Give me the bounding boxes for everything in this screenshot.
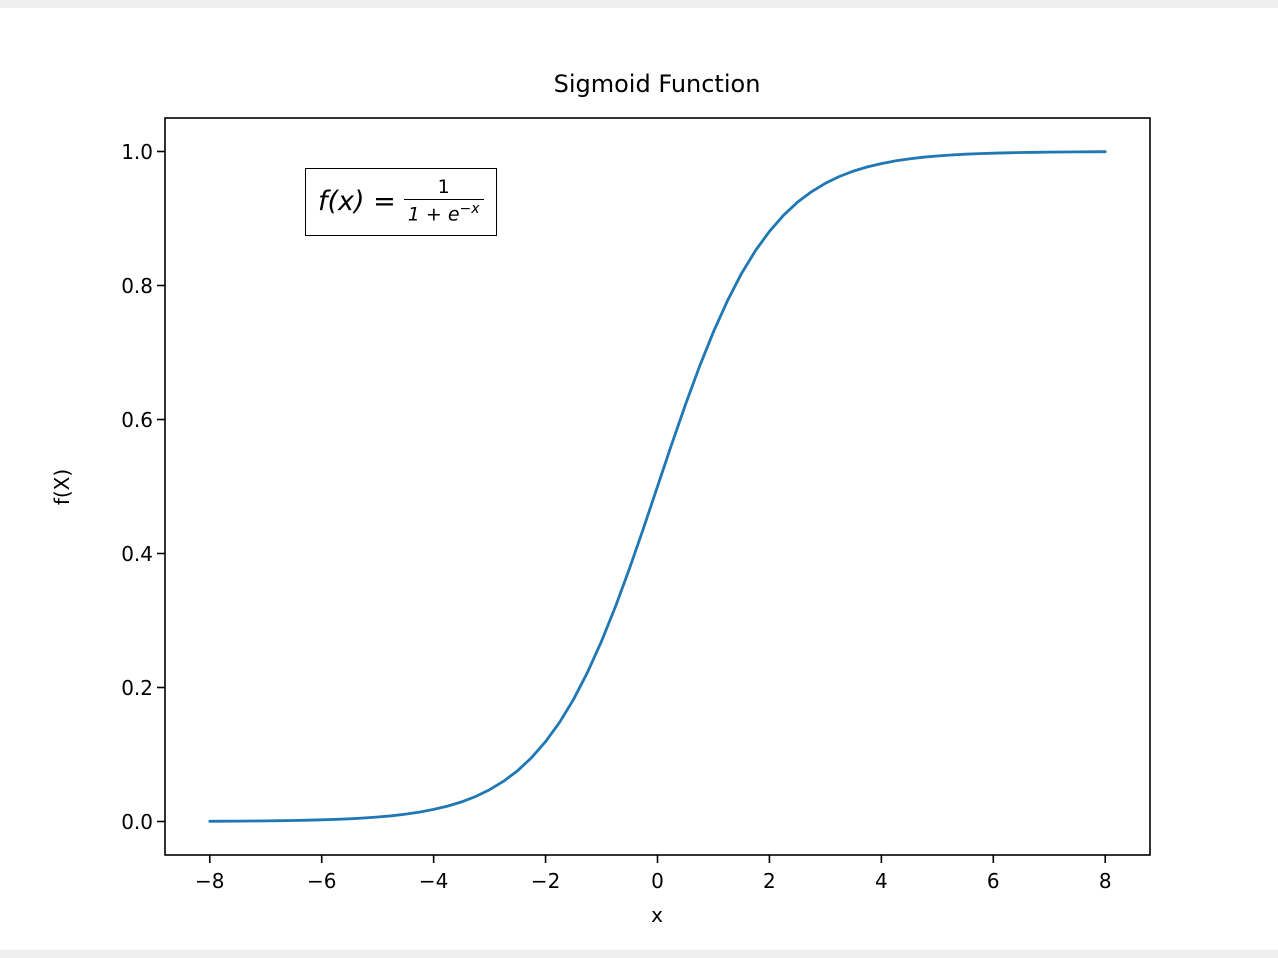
y-tick-label: 1.0 [121, 139, 153, 164]
x-tick-label: −4 [418, 869, 449, 893]
formula-fraction: 1 1 + e−x [403, 176, 484, 227]
x-tick-label: 2 [763, 869, 776, 893]
sigmoid-curve [208, 150, 1107, 823]
formula-denominator: 1 + e−x [403, 198, 484, 227]
x-tick-label: −6 [306, 869, 337, 893]
window-edge-bottom [0, 950, 1278, 958]
formula-lhs: f(x) = [318, 186, 396, 218]
y-tick-label: 0.6 [121, 407, 153, 432]
x-tick-label: −2 [530, 869, 561, 893]
window-edge-top [0, 0, 1278, 8]
x-tick-label: −8 [195, 869, 225, 893]
x-tick-label: 8 [1098, 869, 1112, 893]
y-tick-label: 0.0 [121, 809, 153, 834]
formula-annotation-box: f(x) = 1 1 + e−x [305, 168, 497, 236]
y-tick-label: 0.4 [121, 541, 153, 566]
x-tick-label: 0 [651, 869, 664, 893]
y-tick-label: 0.2 [121, 675, 153, 700]
x-axis-label: x [651, 903, 663, 927]
formula-denominator-base: 1 + e [407, 203, 460, 226]
formula-denominator-exponent: −x [459, 200, 480, 217]
x-tick-label: 4 [874, 869, 888, 893]
y-axis-label: f(X) [50, 468, 74, 506]
x-tick-label: 6 [986, 869, 1000, 893]
formula-numerator: 1 [437, 176, 450, 198]
y-tick-label: 0.8 [121, 273, 153, 298]
chart-title: Sigmoid Function [553, 70, 761, 98]
